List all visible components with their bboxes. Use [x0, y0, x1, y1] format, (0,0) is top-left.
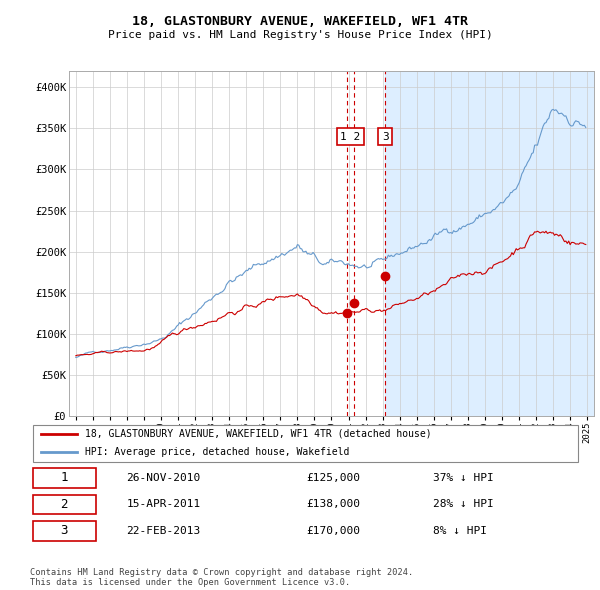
FancyBboxPatch shape	[33, 468, 96, 488]
Text: 22-FEB-2013: 22-FEB-2013	[127, 526, 201, 536]
Text: Contains HM Land Registry data © Crown copyright and database right 2024.
This d: Contains HM Land Registry data © Crown c…	[30, 568, 413, 587]
Text: £170,000: £170,000	[306, 526, 360, 536]
Text: 18, GLASTONBURY AVENUE, WAKEFIELD, WF1 4TR (detached house): 18, GLASTONBURY AVENUE, WAKEFIELD, WF1 4…	[85, 429, 432, 439]
Text: £138,000: £138,000	[306, 500, 360, 509]
Text: 8% ↓ HPI: 8% ↓ HPI	[433, 526, 487, 536]
FancyBboxPatch shape	[33, 425, 578, 461]
Text: HPI: Average price, detached house, Wakefield: HPI: Average price, detached house, Wake…	[85, 447, 350, 457]
Text: 15-APR-2011: 15-APR-2011	[127, 500, 201, 509]
Text: £125,000: £125,000	[306, 473, 360, 483]
Text: 26-NOV-2010: 26-NOV-2010	[127, 473, 201, 483]
Text: 2: 2	[61, 498, 68, 511]
Text: Price paid vs. HM Land Registry's House Price Index (HPI): Price paid vs. HM Land Registry's House …	[107, 30, 493, 40]
Text: 37% ↓ HPI: 37% ↓ HPI	[433, 473, 494, 483]
Text: 1 2: 1 2	[340, 132, 361, 142]
Text: 28% ↓ HPI: 28% ↓ HPI	[433, 500, 494, 509]
Text: 18, GLASTONBURY AVENUE, WAKEFIELD, WF1 4TR: 18, GLASTONBURY AVENUE, WAKEFIELD, WF1 4…	[132, 15, 468, 28]
Text: 3: 3	[61, 525, 68, 537]
FancyBboxPatch shape	[33, 494, 96, 514]
Text: 3: 3	[382, 132, 389, 142]
FancyBboxPatch shape	[33, 521, 96, 541]
Bar	[385, 71, 594, 416]
Text: 1: 1	[61, 471, 68, 484]
